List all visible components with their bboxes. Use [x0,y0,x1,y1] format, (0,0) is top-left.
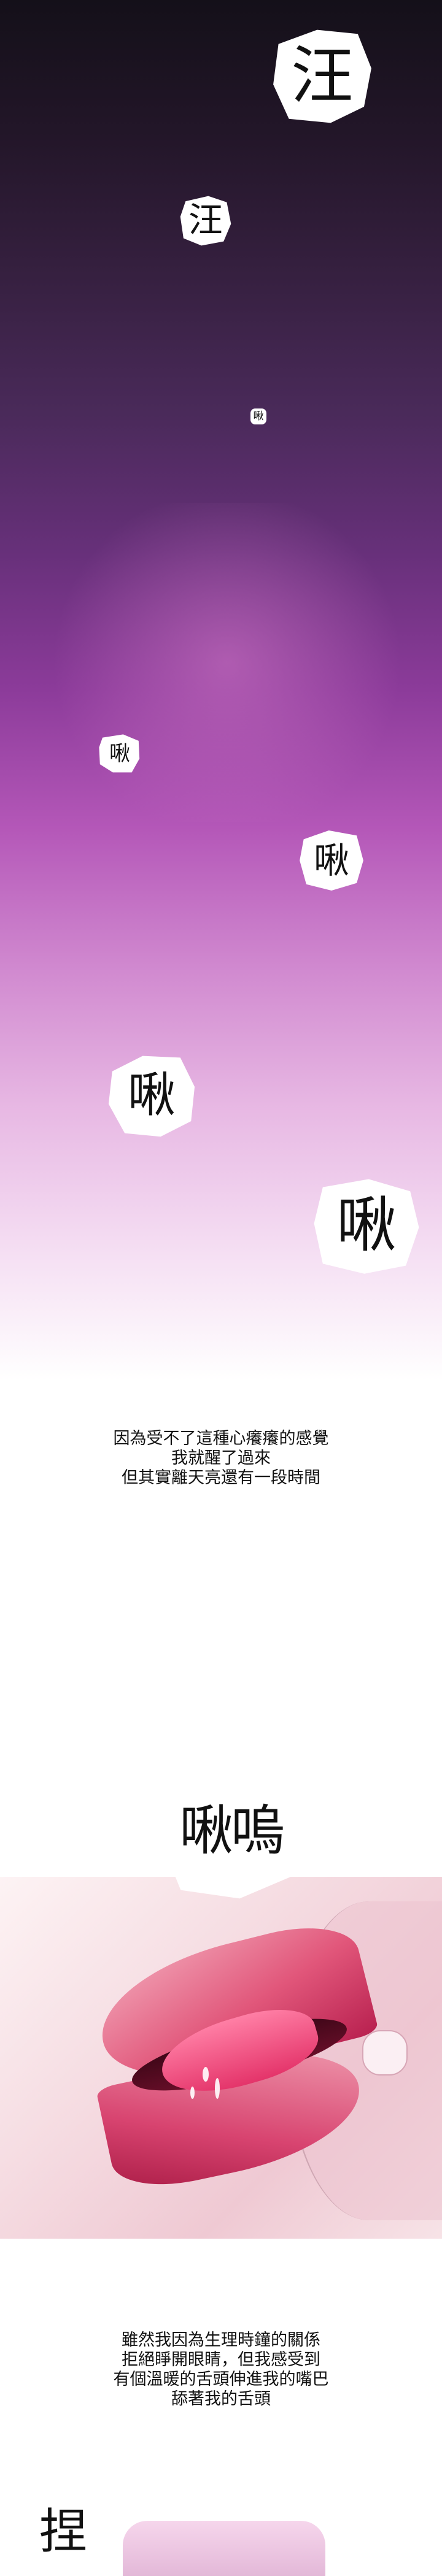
saliva-drip [190,2087,195,2099]
sfx-text: 汪 [291,39,354,113]
hand-panel-partial [123,2521,325,2576]
caption-line: 有個溫暖的舌頭伸進我的嘴巴 [113,2370,329,2389]
caption-line: 舔著我的舌頭 [171,2390,271,2409]
caption-line: 雖然我因為生理時鐘的關係 [122,2331,320,2350]
sfx-text: 啾 [127,1068,176,1123]
caption-line: 但其實離天亮還有一段時間 [122,1468,320,1487]
sfx-bubble-tiny: 啾 [250,408,266,424]
sfx-bubble-kiss-large: 啾 [108,1056,195,1137]
sfx-text: 啾 [313,840,349,881]
sfx-text: 啾嗚 [179,1799,285,1862]
sfx-text: 汪 [188,201,223,240]
caption-line: 因為受不了這種心癢癢的感覺 [113,1429,329,1448]
sfx-bubble-bark-small: 汪 [180,196,231,246]
sfx-bubble-bark-large: 汪 [273,29,371,123]
sfx-text: 啾 [109,742,130,766]
teeth [362,2030,408,2076]
caption-warm-tongue: 雖然我因為生理時鐘的關係 拒絕睜開眼睛，但我感受到 有個溫暖的舌頭伸進我的嘴巴 … [0,2331,442,2409]
sfx-text: 啾 [336,1190,397,1260]
saliva-drip [203,2067,209,2082]
caption-line: 拒絕睜開眼睛，但我感受到 [122,2350,320,2369]
sfx-bubble-pinch: 捏 [27,2497,99,2566]
purple-glow [37,503,417,822]
saliva-drip [215,2078,220,2099]
sfx-bubble-kiss-moan: 啾嗚 [160,1766,300,1899]
mouth-closeup-panel [0,1877,442,2239]
sfx-text: 啾 [253,410,264,423]
sfx-bubble-kiss-small: 啾 [99,734,140,773]
sfx-text: 捏 [39,2504,87,2559]
caption-line: 我就醒了過來 [171,1449,271,1468]
sfx-bubble-kiss-medium: 啾 [300,830,363,891]
caption-wake-up: 因為受不了這種心癢癢的感覺 我就醒了過來 但其實離天亮還有一段時間 [0,1429,442,1488]
sfx-bubble-kiss-xlarge: 啾 [314,1179,419,1274]
